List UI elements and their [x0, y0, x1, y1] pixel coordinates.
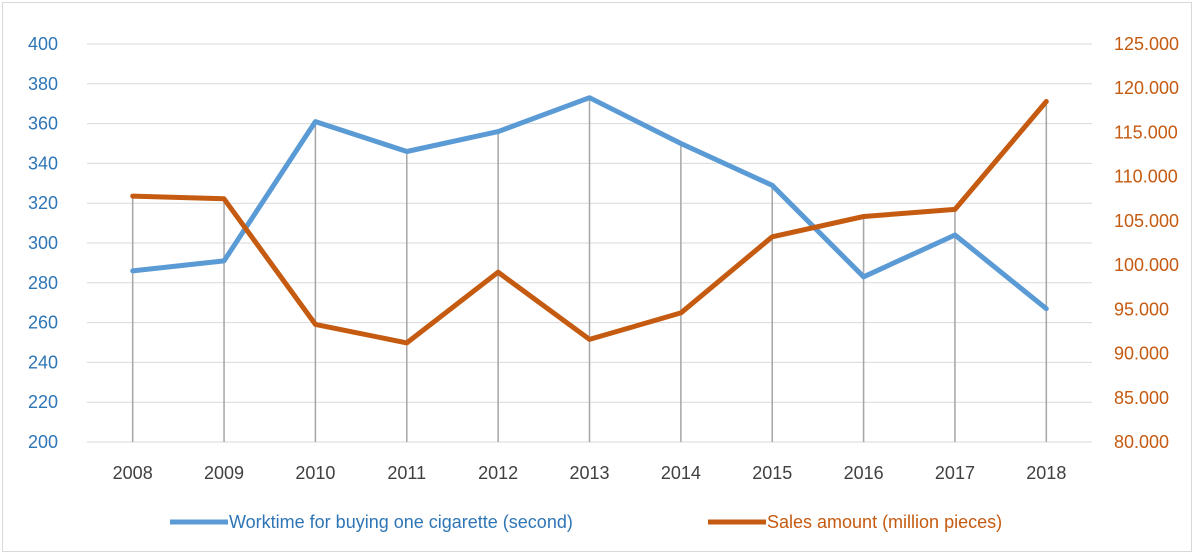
right-tick-label: 100.000: [1114, 255, 1179, 275]
series-line-worktime: [130, 95, 1049, 312]
left-tick-label: 260: [28, 313, 58, 333]
left-axis-ticks: 200 220 240 260 280 300 320 340 360 380 400: [28, 34, 58, 452]
left-tick-label: 400: [28, 34, 58, 54]
x-tick-label: 2012: [478, 463, 518, 483]
legend: Worktime for buying one cigarette (secon…: [170, 512, 1002, 532]
right-tick-label: 90.000: [1114, 344, 1169, 364]
left-tick-label: 360: [28, 114, 58, 134]
left-tick-label: 300: [28, 233, 58, 253]
x-tick-label: 2016: [844, 463, 884, 483]
x-tick-label: 2015: [752, 463, 792, 483]
x-tick-label: 2014: [661, 463, 701, 483]
x-tick-label: 2010: [295, 463, 335, 483]
right-axis-ticks: 80.000 85.000 90.000 95.000 100.000 105.000 11…: [1114, 34, 1179, 452]
right-tick-label: 80.000: [1114, 432, 1169, 452]
right-tick-label: 85.000: [1114, 388, 1169, 408]
right-tick-label: 110.000: [1114, 167, 1178, 187]
left-tick-label: 320: [28, 193, 58, 213]
x-tick-label: 2018: [1026, 463, 1066, 483]
left-tick-label: 220: [28, 392, 58, 412]
legend-label: Worktime for buying one cigarette (secon…: [229, 512, 573, 532]
drop-lines: [131, 97, 1048, 442]
left-tick-label: 380: [28, 74, 58, 94]
right-tick-label: 105.000: [1114, 211, 1179, 231]
left-tick-label: 340: [28, 153, 58, 173]
series-lines: [130, 95, 1049, 346]
left-tick-label: 240: [28, 352, 58, 372]
left-tick-label: 280: [28, 273, 58, 293]
right-tick-label: 120.000: [1114, 78, 1179, 98]
x-axis-ticks: 2008 2009 2010 2011 2012 2013 2014 2015 2016 2017…: [113, 463, 1067, 483]
x-tick-label: 2008: [113, 463, 153, 483]
x-tick-label: 2013: [569, 463, 609, 483]
left-tick-label: 200: [28, 432, 58, 452]
series-line-sales: [130, 99, 1049, 346]
right-tick-label: 115.000: [1114, 122, 1178, 142]
legend-label: Sales amount (million pieces): [767, 512, 1002, 532]
right-tick-label: 95.000: [1114, 299, 1169, 319]
right-tick-label: 125.000: [1114, 34, 1179, 54]
x-tick-label: 2011: [387, 463, 426, 483]
x-tick-label: 2009: [204, 463, 244, 483]
x-tick-label: 2017: [935, 463, 975, 483]
